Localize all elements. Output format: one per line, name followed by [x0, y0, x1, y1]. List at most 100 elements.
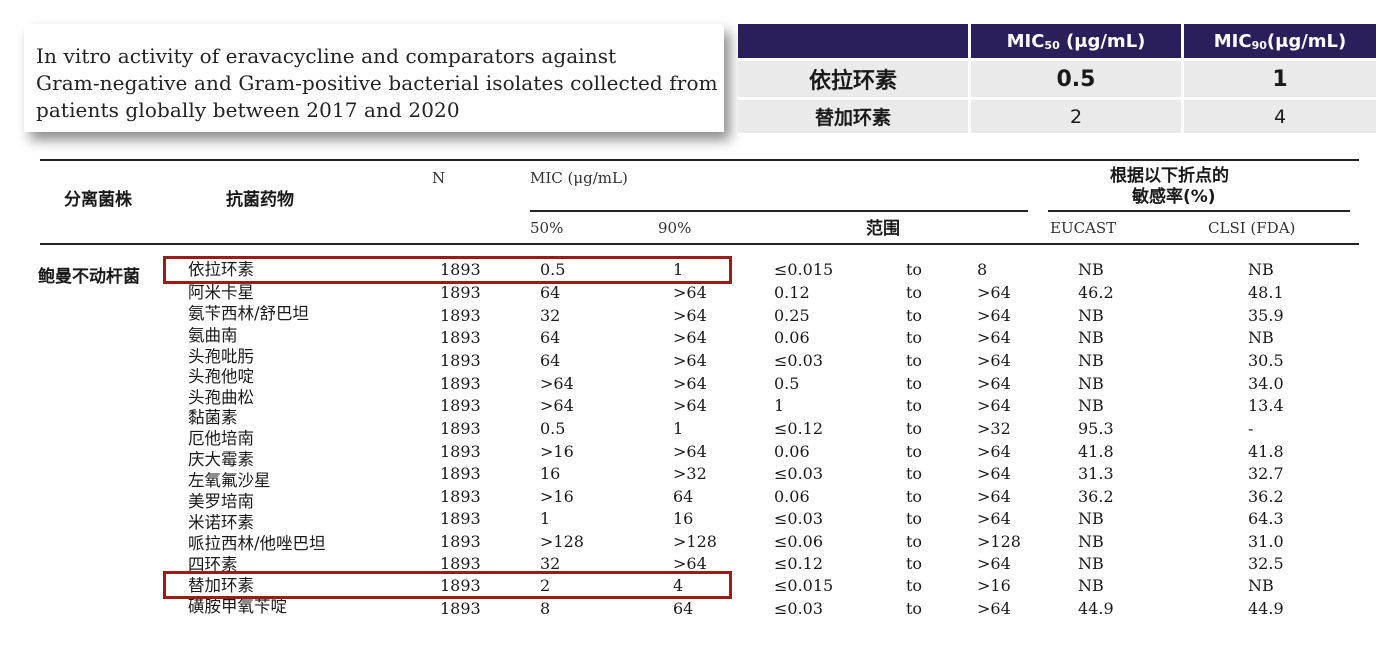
range-low-cell: 0.25 [774, 306, 810, 325]
mic50-cell: 64 [540, 283, 561, 302]
clsi-cell: 64.3 [1248, 509, 1284, 528]
mic-summary-header-row: MIC50 (μg/mL) MIC90(μg/mL) [738, 24, 1376, 61]
range-low-cell: ≤0.12 [774, 419, 824, 438]
range-to-cell: to [906, 328, 923, 347]
eucast-cell: NB [1078, 576, 1104, 595]
n-cell: 1893 [440, 576, 481, 595]
eucast-cell: 46.2 [1078, 283, 1114, 302]
n-cell: 1893 [440, 374, 481, 393]
clsi-cell: 32.7 [1248, 464, 1284, 483]
susceptibility-header-line1: 根据以下折点的 [1110, 166, 1229, 186]
range-to-cell: to [906, 374, 923, 393]
range-to-cell: to [906, 306, 923, 325]
range-high-cell: >64 [977, 442, 1011, 461]
mic-header: MIC (μg/mL) [530, 169, 628, 187]
mic90-cell: >64 [673, 283, 707, 302]
mic50-cell: >16 [540, 487, 574, 506]
eucast-header: EUCAST [1050, 219, 1117, 237]
eucast-cell: 41.8 [1078, 442, 1114, 461]
range-low-cell: 0.06 [774, 487, 810, 506]
mic50-cell: 2 [540, 576, 551, 595]
eucast-cell: 36.2 [1078, 487, 1114, 506]
clsi-cell: 31.0 [1248, 532, 1284, 551]
eucast-cell: NB [1078, 351, 1104, 370]
range-to-cell: to [906, 599, 923, 618]
range-header: 范围 [866, 219, 900, 239]
range-low-cell: ≤0.015 [774, 260, 834, 279]
clsi-cell: 36.2 [1248, 487, 1284, 506]
range-low-cell: ≤0.06 [774, 532, 824, 551]
n-cell: 1893 [440, 532, 481, 551]
clsi-cell: 13.4 [1248, 396, 1284, 415]
tigecycline-highlight-box [163, 571, 732, 599]
range-low-cell: ≤0.03 [774, 464, 824, 483]
range-low-cell: 0.06 [774, 328, 810, 347]
agent-cell: 米诺环素 [188, 513, 254, 532]
range-high-cell: >64 [977, 554, 1011, 573]
eucast-cell: NB [1078, 374, 1104, 393]
susceptibility-subheader-rule [1048, 210, 1350, 212]
range-high-cell: >64 [977, 374, 1011, 393]
range-to-cell: to [906, 509, 923, 528]
drug-name: 替加环素 [738, 100, 968, 136]
agent-cell: 头孢曲松 [188, 388, 254, 407]
mic50-col-header: 50% [530, 219, 564, 237]
range-low-cell: ≤0.015 [774, 576, 834, 595]
mic50-cell: 16 [540, 464, 561, 483]
mic90-cell: >64 [673, 442, 707, 461]
susceptibility-header-line2: 敏感率(%) [1132, 187, 1216, 207]
range-low-cell: 0.5 [774, 374, 800, 393]
mic90-col-header: 90% [658, 219, 692, 237]
mic90-cell: 64 [673, 487, 694, 506]
agent-cell: 四环素 [188, 555, 238, 574]
caption-line-2: Gram-negative and Gram-positive bacteria… [36, 71, 718, 95]
mic50-value: 0.5 [968, 61, 1181, 100]
mic50-cell: >64 [540, 374, 574, 393]
mic-summary-corner [738, 24, 968, 61]
mic-summary-row: 依拉环素 0.5 1 [738, 61, 1376, 100]
range-to-cell: to [906, 576, 923, 595]
agent-cell: 阿米卡星 [188, 283, 254, 302]
range-to-cell: to [906, 532, 923, 551]
n-cell: 1893 [440, 283, 481, 302]
n-header: N [432, 169, 446, 187]
range-to-cell: to [906, 351, 923, 370]
range-to-cell: to [906, 554, 923, 573]
range-to-cell: to [906, 260, 923, 279]
eucast-cell: NB [1078, 260, 1104, 279]
organism-label: 鲍曼不动杆菌 [38, 267, 140, 287]
eucast-cell: NB [1078, 328, 1104, 347]
range-high-cell: >64 [977, 487, 1011, 506]
range-high-cell: >128 [977, 532, 1021, 551]
range-to-cell: to [906, 487, 923, 506]
mic90-cell: 1 [673, 260, 684, 279]
range-to-cell: to [906, 464, 923, 483]
n-cell: 1893 [440, 396, 481, 415]
n-cell: 1893 [440, 306, 481, 325]
drug-name: 依拉环素 [738, 61, 968, 100]
mic90-value: 1 [1181, 61, 1376, 100]
clsi-cell: 34.0 [1248, 374, 1284, 393]
n-cell: 1893 [440, 328, 481, 347]
n-cell: 1893 [440, 260, 481, 279]
range-low-cell: ≤0.12 [774, 554, 824, 573]
agent-cell: 厄他培南 [188, 429, 254, 448]
range-low-cell: ≤0.03 [774, 599, 824, 618]
clsi-cell: 32.5 [1248, 554, 1284, 573]
mic50-header: MIC50 (μg/mL) [968, 24, 1181, 61]
n-cell: 1893 [440, 509, 481, 528]
figure-caption: In vitro activity of eravacycline and co… [24, 24, 724, 132]
clsi-cell: NB [1248, 576, 1274, 595]
clsi-cell: NB [1248, 260, 1274, 279]
range-to-cell: to [906, 283, 923, 302]
mic50-cell: 8 [540, 599, 551, 618]
range-high-cell: >64 [977, 599, 1011, 618]
range-high-cell: >64 [977, 464, 1011, 483]
mic50-cell: 1 [540, 509, 551, 528]
mic90-cell: 4 [673, 576, 684, 595]
n-cell: 1893 [440, 442, 481, 461]
eravacycline-highlight-box [163, 256, 732, 284]
caption-line-3: patients globally between 2017 and 2020 [36, 98, 460, 122]
mic50-cell: 0.5 [540, 419, 566, 438]
mic50-cell: 0.5 [540, 260, 566, 279]
